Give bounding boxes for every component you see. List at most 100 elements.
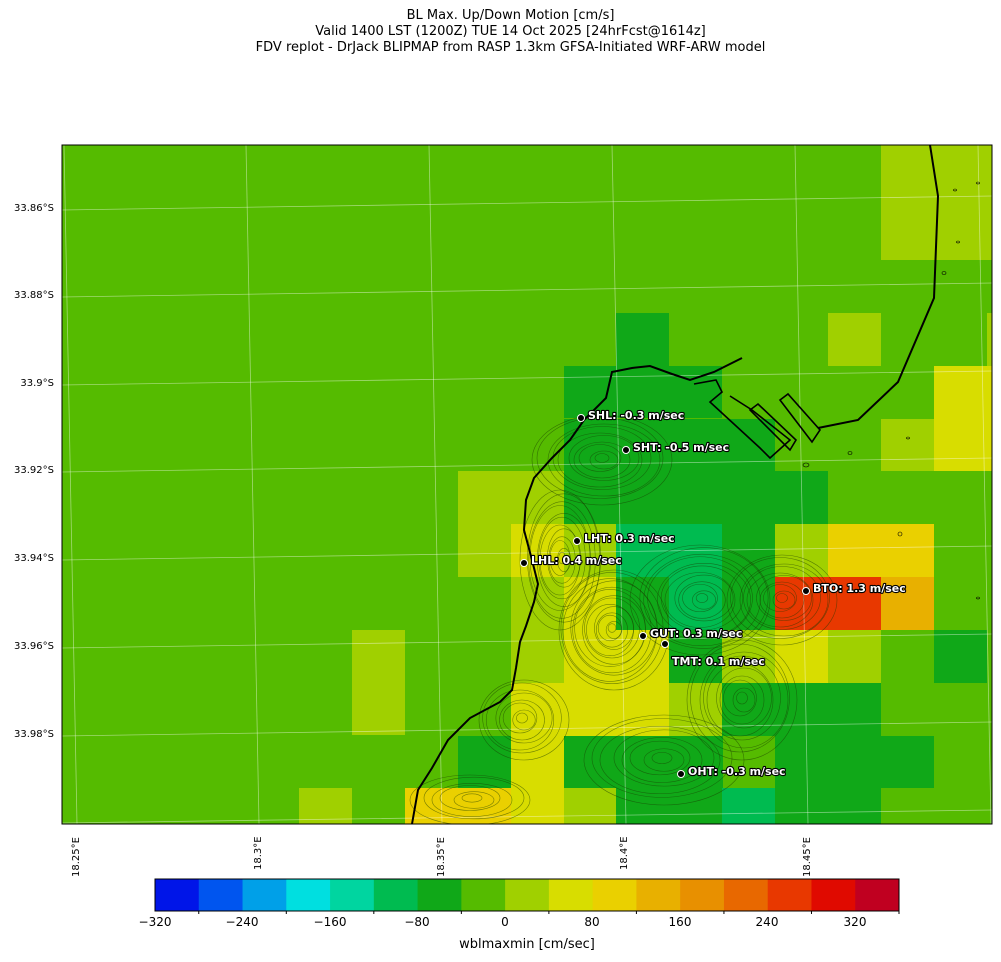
- map-frame: [61, 144, 993, 825]
- contour-line: [409, 774, 531, 824]
- field-cell: [828, 524, 934, 577]
- station-label: OHT: -0.3 m/sec: [688, 765, 786, 778]
- contour-line: [549, 540, 571, 576]
- field-cell: [458, 471, 564, 524]
- contour-line: [495, 692, 553, 744]
- contour-line: [586, 603, 634, 657]
- contour-line: [536, 417, 664, 499]
- field-cell: [881, 577, 934, 630]
- contour-line: [690, 643, 790, 753]
- contour-line: [613, 729, 715, 787]
- station-marker: [520, 559, 528, 567]
- contour-line: [547, 423, 661, 497]
- colorbar-bin: [373, 879, 419, 911]
- contour-line: [597, 614, 623, 642]
- station-markers: SHL: -0.3 m/sec SHT: -0.5 m/sec LHT: 0.3 m…: [520, 408, 907, 779]
- contour-line: [723, 679, 757, 717]
- field-cell: [616, 313, 669, 366]
- lat-label: 33.88°S: [14, 290, 54, 301]
- contour-line: [739, 563, 829, 637]
- coastline: [411, 145, 940, 824]
- field-cell: [511, 630, 564, 683]
- station-label: LHT: 0.3 m/sec: [584, 532, 675, 545]
- colorbar-bin: [417, 879, 462, 911]
- contour-line: [629, 740, 691, 776]
- contour-line: [512, 709, 536, 731]
- contour-line: [562, 578, 658, 682]
- contour-line: [548, 536, 576, 584]
- contour-line: [763, 584, 797, 612]
- colorbar-bin: [636, 879, 681, 911]
- field-cell: [564, 788, 617, 824]
- field-cell: [775, 630, 828, 683]
- colorbar-bin: [811, 879, 856, 911]
- contour-line: [583, 714, 745, 806]
- field-cell: [881, 419, 934, 471]
- field-cell: [669, 471, 828, 524]
- contour-line: [537, 513, 591, 607]
- contour-line: [478, 679, 570, 761]
- colorbar-bin: [680, 879, 725, 911]
- contour-line: [595, 612, 629, 648]
- station-marker: [639, 632, 647, 640]
- contour-line: [639, 547, 769, 649]
- field-cell: [775, 524, 828, 577]
- colorbar-bin: [461, 879, 506, 911]
- colorbar-bin: [767, 879, 812, 911]
- contour-line: [678, 581, 726, 619]
- contour-line: [730, 557, 830, 639]
- contour-line: [647, 556, 753, 640]
- station-marker: [677, 770, 685, 778]
- field-cell: [405, 788, 511, 824]
- contour-line: [591, 718, 733, 798]
- contour-line: [482, 682, 562, 754]
- field-cell: [987, 313, 992, 366]
- title-line-2: Valid 1400 LST (1200Z) TUE 14 Oct 2025 […: [315, 24, 706, 39]
- contour-line: [573, 441, 631, 479]
- contour-line: [499, 699, 545, 741]
- field-cell: [564, 419, 617, 524]
- station-label: LHL: 0.4 m/sec: [531, 554, 622, 567]
- contour-line: [529, 505, 591, 611]
- contour-line: [736, 691, 748, 705]
- contour-line: [502, 702, 538, 734]
- field-cell: [934, 630, 987, 683]
- contour-line: [558, 569, 670, 691]
- colorbar-tick-label: 320: [843, 915, 867, 929]
- station-label: SHT: -0.5 m/sec: [633, 441, 729, 454]
- contour-line: [695, 593, 709, 603]
- field-cell: [458, 736, 511, 788]
- contour-line: [560, 571, 664, 685]
- field-cell: [775, 683, 881, 788]
- colorbar-tick-label: −240: [225, 915, 259, 929]
- contour-line: [674, 574, 734, 622]
- field-cells: [299, 145, 992, 824]
- contour-line: [664, 572, 736, 628]
- colorbar-bin: [505, 879, 550, 911]
- graticule: [62, 145, 992, 824]
- title-line-3: FDV replot - DrJack BLIPMAP from RASP 1.…: [255, 40, 766, 55]
- field-cell: [828, 630, 881, 683]
- colorbar-bin: [330, 879, 375, 911]
- contour-line: [657, 563, 751, 637]
- field-cell: [881, 736, 934, 788]
- contour-line: [547, 528, 581, 588]
- colorbar-bin: [198, 879, 244, 911]
- lat-label: 33.98°S: [14, 729, 54, 740]
- station-marker: [622, 446, 630, 454]
- contour-line: [485, 689, 555, 751]
- field-cell: [669, 683, 722, 736]
- field-cell: [564, 577, 617, 630]
- lat-label: 33.92°S: [14, 465, 54, 476]
- colorbar-tick-label: −160: [313, 915, 347, 929]
- contour-line: [431, 783, 513, 817]
- contour-line: [732, 687, 756, 713]
- field-cell: [722, 788, 775, 824]
- contour-line: [743, 566, 821, 630]
- colorbar-bin: [855, 879, 900, 911]
- contour-line: [703, 655, 781, 741]
- contour-line: [528, 501, 596, 619]
- contour-line: [699, 651, 789, 749]
- lat-label: 33.86°S: [14, 203, 54, 214]
